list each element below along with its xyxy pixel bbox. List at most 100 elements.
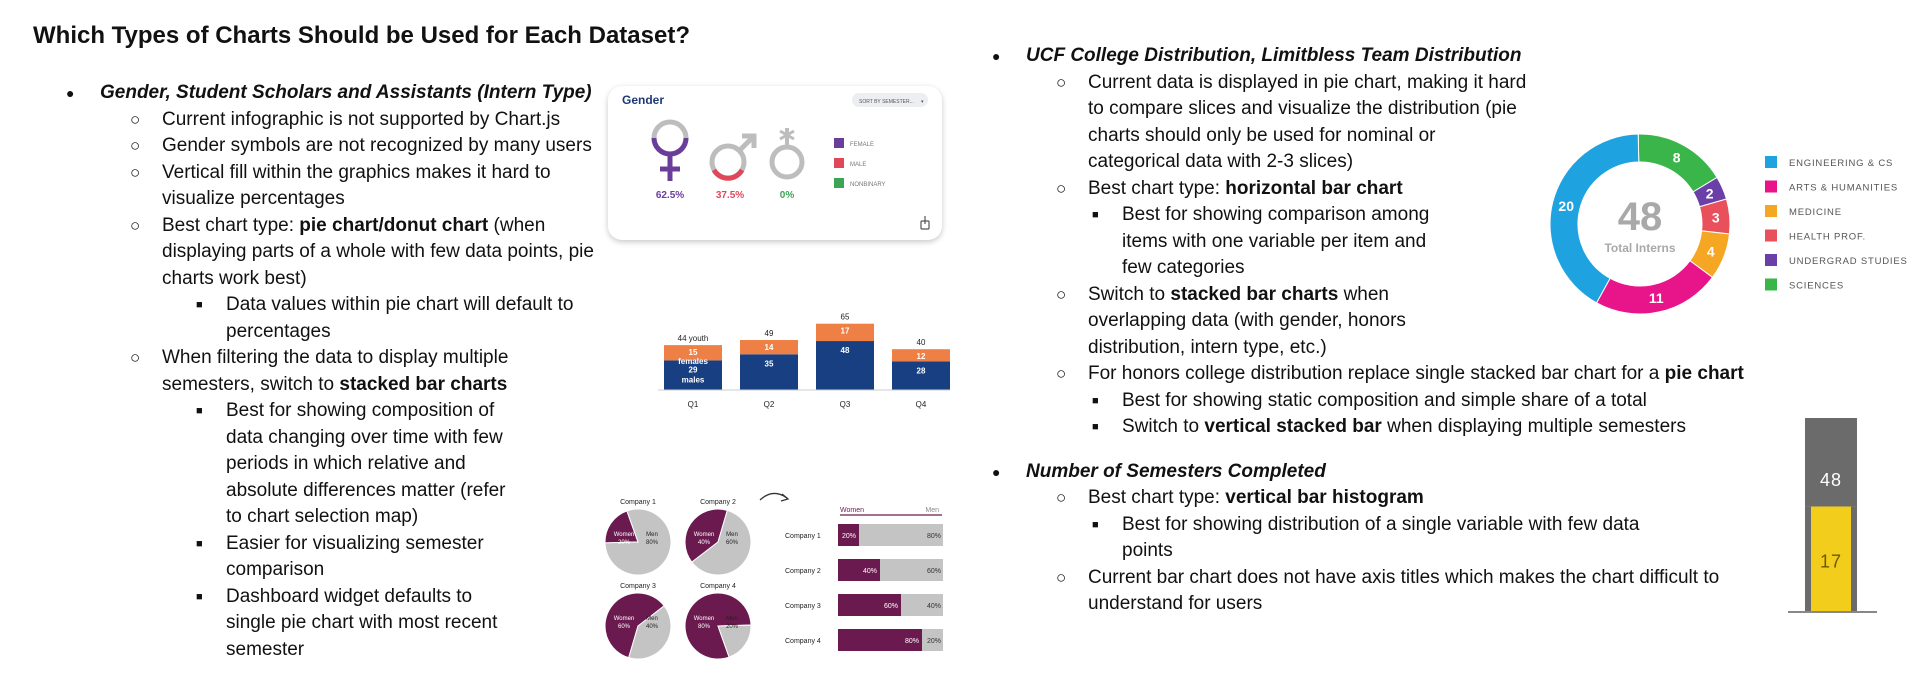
pie-label-women: 40% (698, 540, 711, 546)
gender-section: Gender, Student Scholars and Assistants … (66, 80, 606, 107)
nonbinary-percent: 0% (780, 190, 795, 201)
x-tick-label: Q3 (840, 400, 851, 409)
y-tick-label: Company 3 (785, 603, 821, 610)
data-label-women: 20% (842, 533, 856, 540)
pie-label-men: 20% (726, 624, 739, 630)
donut-slice (1549, 133, 1640, 304)
legend-swatch-nonbinary (834, 178, 844, 188)
legend-label: MEDICINE (1789, 207, 1842, 218)
legend-swatch (1765, 205, 1777, 217)
pie-label-men: Men (646, 616, 658, 622)
quarterly-stacked-bar-chart: 29 15 males females 44 youth Q1 35 14 49 Q2 48 17 65… (658, 313, 950, 409)
x-tick-label: Q4 (916, 400, 927, 409)
bar-men (901, 594, 943, 616)
pie-label-women: 60% (618, 624, 631, 630)
data-label: 28 (917, 366, 926, 375)
legend-swatch (1765, 229, 1777, 242)
list-item: Gender symbols are not recognized by man… (130, 133, 606, 160)
left-outline: Gender, Student Scholars and Assistants … (66, 80, 606, 663)
male-icon (709, 133, 757, 181)
pie-title: Company 4 (700, 583, 736, 590)
sort-dropdown[interactable] (852, 93, 928, 107)
pie-label-men: Men (646, 532, 658, 538)
right-outline: UCF College Distribution, Limitbless Tea… (992, 43, 1792, 618)
pie-slice-women (684, 508, 728, 563)
legend-label: SCIENCES (1789, 281, 1844, 292)
list-item: Switch to vertical stacked bar when disp… (1090, 414, 1792, 441)
data-label-women: 40% (863, 568, 877, 575)
data-label: 35 (765, 359, 774, 368)
data-label: 48 (841, 346, 850, 355)
sublist: Best for showing composition of data cha… (130, 398, 524, 663)
bar-women (838, 629, 922, 651)
female-percent: 62.5% (656, 190, 684, 201)
list-item: Best for showing distribution of a singl… (1090, 512, 1650, 565)
bar-men (922, 629, 943, 651)
interns-donut-chart: 8 2 3 4 11 20 48 Total Interns ENGINEERING & CS A… (1549, 133, 1908, 315)
bar-males (816, 341, 874, 390)
donut-data-label: 11 (1649, 290, 1664, 306)
gender-subitems: Current infographic is not supported by … (66, 107, 606, 664)
total-label: 44 youth (678, 334, 709, 343)
pie-slice-men (628, 605, 672, 660)
legend-swatch (1765, 254, 1777, 266)
bar-label-top: 48 (1820, 470, 1842, 490)
company-pies-right: Company 2 Women 40% Men 60% Company 4 Women 80%… (684, 499, 752, 660)
legend-women: Women (840, 507, 864, 514)
sort-dropdown-label: SORT BY SEMESTER... (859, 99, 914, 105)
list-item: Vertical fill within the graphics makes … (130, 160, 606, 213)
donut-data-label: 8 (1673, 149, 1681, 165)
list-item: Data values within pie chart will defaul… (194, 292, 606, 345)
pie-label-men: 60% (726, 540, 739, 546)
donut-data-label: 2 (1706, 186, 1714, 202)
bar-women (838, 594, 901, 616)
legend-label: UNDERGRAD STUDIES (1789, 256, 1908, 267)
gender-heading: Gender, Student Scholars and Assistants … (100, 82, 592, 103)
donut-data-label: 20 (1558, 198, 1574, 214)
pie-label-men: 40% (646, 624, 659, 630)
bar-females (664, 345, 722, 361)
data-label: 14 (765, 343, 774, 352)
data-label-men: 20% (927, 638, 941, 645)
data-label: 29 (689, 365, 698, 374)
arrow-icon (759, 492, 790, 502)
total-label: 49 (765, 329, 774, 338)
donut-center-label: Total Interns (1604, 241, 1675, 255)
pie-slice-men (691, 509, 752, 576)
bar-women (838, 559, 880, 581)
bar-women (838, 524, 859, 546)
legend-label: ENGINEERING & CS (1789, 158, 1893, 169)
pie-slice-men (604, 508, 672, 576)
y-tick-label: Company 2 (785, 568, 821, 575)
list-item: Switch to stacked bar charts when overla… (1056, 282, 1458, 362)
pie-title: Company 1 (620, 499, 656, 506)
college-subitems: Current data is displayed in pie chart, … (992, 70, 1792, 441)
semesters-subitems: Best chart type: vertical bar histogram … (992, 485, 1792, 618)
x-tick-label: Q2 (764, 400, 775, 409)
data-label: 15 (689, 348, 698, 357)
sublist: Best for showing static composition and … (1056, 388, 1792, 441)
pie-label-women: 20% (618, 540, 631, 546)
legend-men: Men (925, 507, 939, 514)
college-heading: UCF College Distribution, Limitbless Tea… (1026, 45, 1522, 66)
data-label-men: 80% (927, 533, 941, 540)
list-item: Current infographic is not supported by … (130, 107, 606, 134)
series-label: females (678, 357, 708, 366)
pie-label-men: Men (726, 616, 738, 622)
list-item: For honors college distribution replace … (1056, 361, 1778, 388)
bar-segment-inner (1811, 506, 1851, 612)
data-label: 12 (917, 352, 926, 361)
pie-label-women: Women (614, 616, 635, 622)
bar-segment-top (1805, 418, 1857, 507)
donut-center-value: 48 (1618, 195, 1663, 239)
series-label: males (682, 375, 705, 384)
list-item: Dashboard widget defaults to single pie … (194, 584, 524, 664)
pie-label-women: Women (694, 616, 715, 622)
share-icon[interactable] (920, 216, 930, 230)
pie-title: Company 2 (700, 499, 736, 506)
list-item: Current bar chart does not have axis tit… (1056, 565, 1788, 618)
donut-data-label: 4 (1707, 244, 1715, 260)
female-icon (651, 119, 689, 181)
total-label: 65 (841, 313, 850, 322)
chevron-down-icon: ▾ (921, 99, 924, 105)
